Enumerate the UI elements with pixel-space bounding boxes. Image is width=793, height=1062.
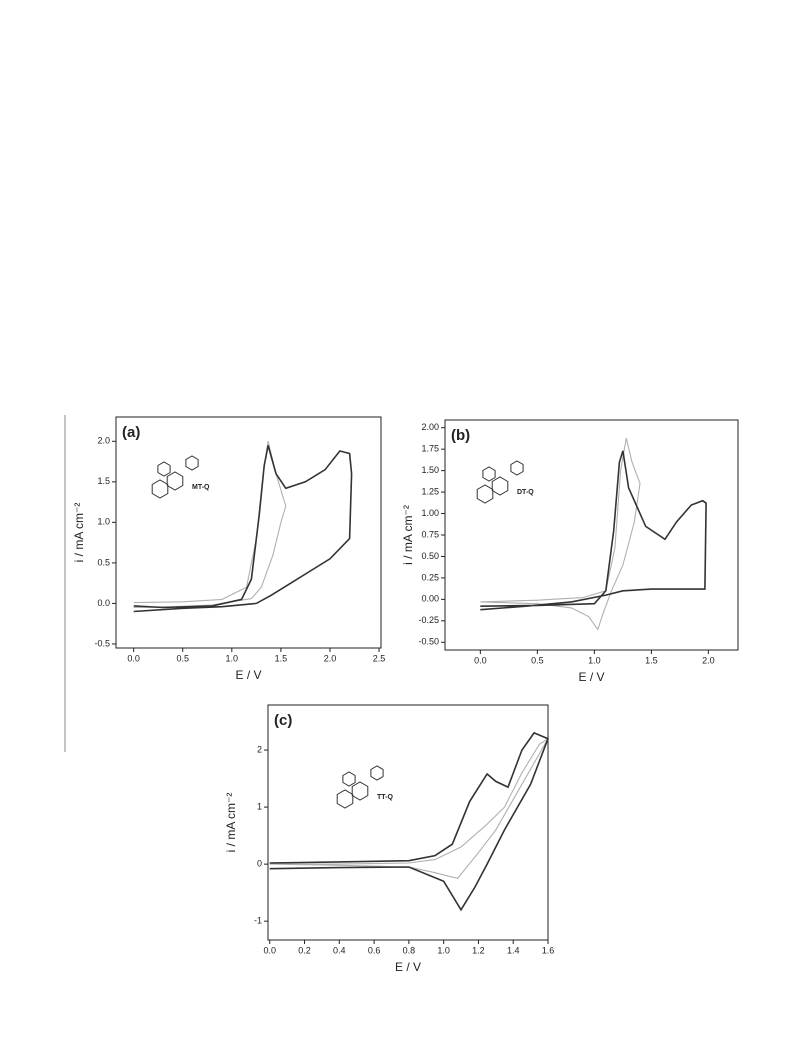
x-tick-label: 0.8 <box>403 945 416 955</box>
y-tick-label: 0 <box>257 859 262 869</box>
plot-frame <box>444 419 739 651</box>
y-tick-label: -0.25 <box>418 615 439 625</box>
molecule <box>476 460 524 504</box>
y-tick-label: 2 <box>257 744 262 754</box>
plot-frame <box>115 416 382 649</box>
y-tick-label: -0.5 <box>94 638 110 648</box>
x-tick-label: 0.5 <box>531 655 544 665</box>
panel-label: (b) <box>451 427 470 444</box>
cv-curve <box>269 731 550 912</box>
x-axis-label: E / V <box>395 960 421 974</box>
y-tick-label: 1.0 <box>97 517 110 527</box>
x-tick-label: 1.0 <box>588 655 601 665</box>
y-tick-label: 0.00 <box>421 594 439 604</box>
y-tick-label: 1.5 <box>97 476 110 486</box>
molecule <box>336 765 384 809</box>
x-tick-label: 1.0 <box>437 945 450 955</box>
y-tick-label: 1.25 <box>421 486 439 496</box>
x-tick-label: 0.4 <box>333 945 346 955</box>
x-tick-label: 1.5 <box>645 655 658 665</box>
y-tick-label: 2.0 <box>97 436 110 446</box>
y-tick-label: 1.00 <box>421 508 439 518</box>
x-tick-label: 0.0 <box>127 653 140 663</box>
x-tick-label: 0.6 <box>368 945 381 955</box>
molecule-name: MT-Q <box>192 484 210 491</box>
y-tick-label: 1.75 <box>421 444 439 454</box>
x-tick-label: 0.2 <box>298 945 311 955</box>
x-tick-label: 0.5 <box>176 653 189 663</box>
y-tick-label: 0.0 <box>97 598 110 608</box>
x-axis-label: E / V <box>235 668 261 682</box>
molecule <box>151 455 199 499</box>
y-tick-label: -1 <box>254 916 262 926</box>
y-axis-label: i / mA cm⁻² <box>224 793 238 853</box>
x-tick-label: 2.0 <box>324 653 337 663</box>
x-tick-label: 1.0 <box>226 653 239 663</box>
cv-curve <box>133 441 287 609</box>
cv-curve <box>269 738 549 880</box>
y-tick-label: -0.50 <box>418 637 439 647</box>
cv-curve <box>480 450 707 611</box>
panel-label: (c) <box>274 712 292 729</box>
y-tick-label: 1.50 <box>421 465 439 475</box>
y-tick-label: 0.25 <box>421 572 439 582</box>
plot-frame <box>267 704 549 941</box>
molecule-name: DT-Q <box>517 489 534 496</box>
x-tick-label: 1.4 <box>507 945 520 955</box>
x-tick-label: 2.5 <box>373 653 386 663</box>
x-tick-label: 0.0 <box>474 655 487 665</box>
y-tick-label: 0.50 <box>421 551 439 561</box>
y-tick-label: 2.00 <box>421 422 439 432</box>
x-axis-label: E / V <box>578 670 604 684</box>
x-tick-label: 0.0 <box>263 945 276 955</box>
y-axis-label: i / mA cm⁻² <box>401 505 415 565</box>
y-tick-label: 0.5 <box>97 557 110 567</box>
y-tick-label: 1 <box>257 801 262 811</box>
molecule-name: TT-Q <box>377 794 393 801</box>
y-axis-label: i / mA cm⁻² <box>72 503 86 563</box>
x-tick-label: 1.5 <box>275 653 288 663</box>
x-tick-label: 2.0 <box>702 655 715 665</box>
x-tick-label: 1.6 <box>542 945 555 955</box>
y-tick-label: 0.75 <box>421 529 439 539</box>
panel-label: (a) <box>122 424 140 441</box>
cv-curve <box>133 445 353 613</box>
x-tick-label: 1.2 <box>472 945 485 955</box>
cv-curve <box>480 437 641 631</box>
